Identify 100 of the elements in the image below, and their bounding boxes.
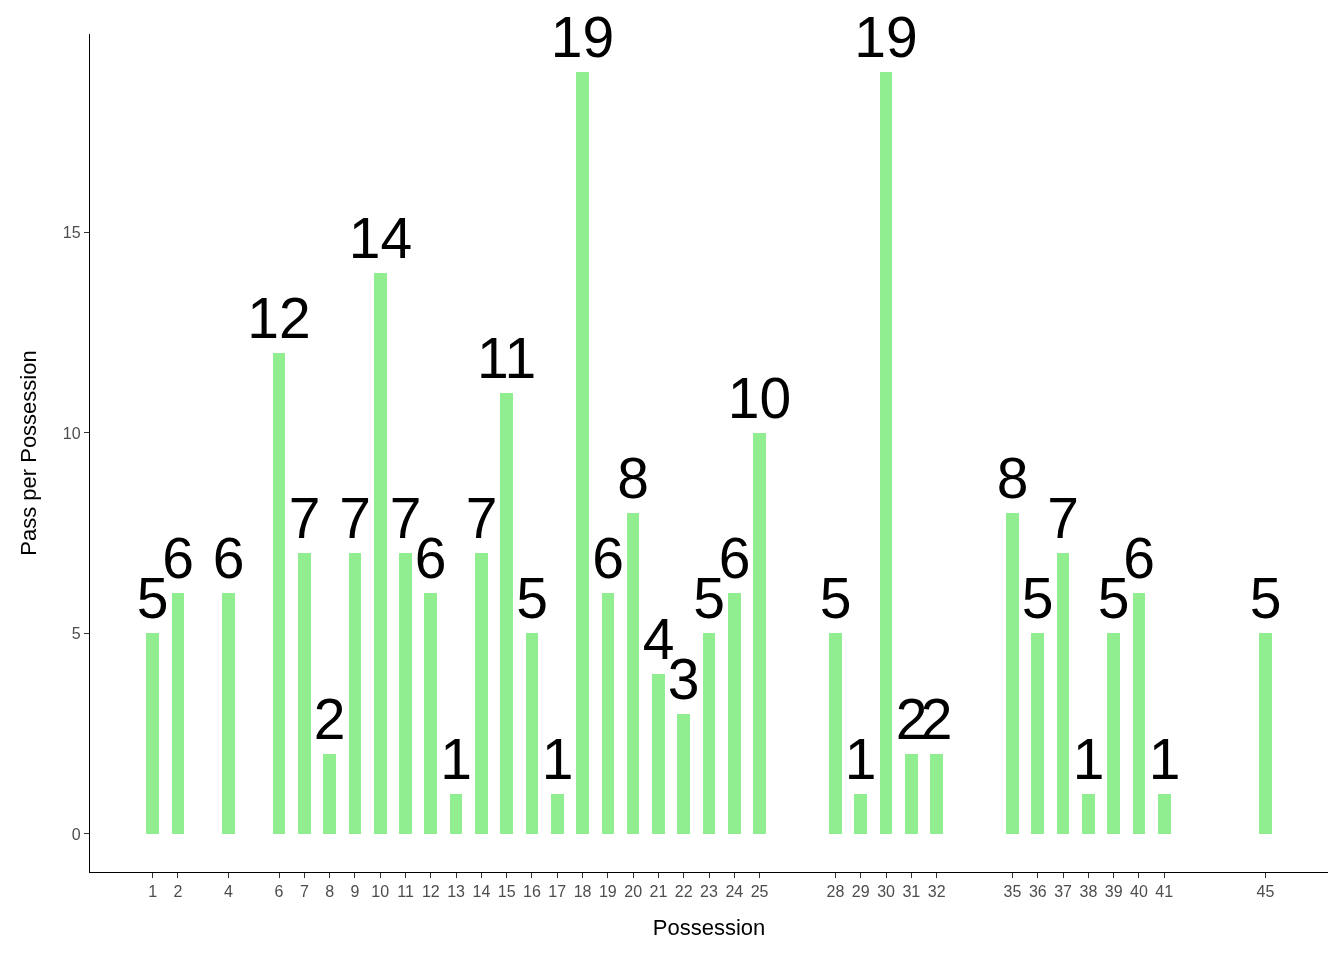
x-tick-label: 6 xyxy=(274,883,284,901)
data-label: 7 xyxy=(1047,486,1079,550)
x-tick-label: 19 xyxy=(598,883,617,901)
x-tick-label: 28 xyxy=(826,883,845,901)
bar xyxy=(1107,633,1120,834)
data-label: 19 xyxy=(854,5,918,69)
bar xyxy=(728,593,741,834)
x-tick-label: 20 xyxy=(624,883,643,901)
data-label: 1 xyxy=(1072,727,1105,791)
y-axis-title: Pass per Possession xyxy=(15,350,41,556)
x-tick-label: 11 xyxy=(397,883,414,901)
data-label: 14 xyxy=(348,206,413,270)
bar xyxy=(500,393,513,834)
x-tick-label: 12 xyxy=(421,883,440,901)
x-axis-title: Possession xyxy=(652,915,766,941)
x-tick-label: 36 xyxy=(1028,883,1047,901)
bar xyxy=(222,593,235,834)
x-tick-label: 45 xyxy=(1256,883,1275,901)
bar xyxy=(1082,794,1095,834)
data-label: 1 xyxy=(541,727,574,791)
bar xyxy=(349,553,361,834)
bar xyxy=(1031,633,1044,834)
x-tick-label: 29 xyxy=(851,883,870,901)
x-tick-label: 22 xyxy=(674,883,693,901)
x-tick-label: 7 xyxy=(299,883,309,901)
data-label: 6 xyxy=(212,526,245,590)
x-tick-label: 15 xyxy=(497,883,516,901)
data-label: 10 xyxy=(727,366,792,430)
data-label: 5 xyxy=(1249,566,1282,630)
data-label: 19 xyxy=(550,5,615,69)
x-tick-label: 2 xyxy=(173,883,183,901)
y-tick-label: 15 xyxy=(62,224,81,242)
data-label: 8 xyxy=(996,446,1029,510)
x-tick-label: 30 xyxy=(877,883,896,901)
x-tick-label: 8 xyxy=(325,883,335,901)
bar xyxy=(374,273,387,834)
x-tick-label: 23 xyxy=(700,883,718,901)
x-tick-label: 17 xyxy=(548,883,567,901)
x-tick-label: 18 xyxy=(573,883,592,901)
x-tick-label: 25 xyxy=(750,883,769,901)
bar xyxy=(1259,633,1272,834)
x-tick-label: 38 xyxy=(1079,883,1098,901)
bar xyxy=(399,553,412,834)
bar xyxy=(1057,553,1069,834)
x-tick-label: 9 xyxy=(350,883,360,901)
x-tick-label: 1 xyxy=(148,883,158,901)
x-tick-label: 24 xyxy=(725,883,744,901)
bar xyxy=(273,353,285,834)
x-tick-label: 31 xyxy=(902,883,921,901)
bar xyxy=(602,593,614,834)
data-label: 7 xyxy=(288,486,321,550)
y-tick-label: 0 xyxy=(71,825,81,843)
bar xyxy=(576,72,589,834)
x-tick-label: 14 xyxy=(472,883,491,901)
bar xyxy=(1006,513,1019,834)
bar xyxy=(450,794,462,834)
bar xyxy=(627,513,639,834)
data-label: 1 xyxy=(440,727,472,791)
bar xyxy=(930,754,943,834)
bar xyxy=(551,794,564,834)
x-tick-label: 21 xyxy=(649,883,668,901)
data-label: 6 xyxy=(592,526,624,590)
data-label: 1 xyxy=(1148,727,1181,791)
y-tick-label: 10 xyxy=(62,424,81,442)
bar xyxy=(172,593,184,834)
x-tick-label: 35 xyxy=(1003,883,1022,901)
data-label: 2 xyxy=(313,687,346,751)
x-tick-label: 16 xyxy=(523,883,541,901)
data-label: 7 xyxy=(339,486,371,550)
data-label: 1 xyxy=(844,727,877,791)
data-label: 7 xyxy=(465,486,498,550)
bar xyxy=(323,754,336,834)
bar xyxy=(1133,593,1145,834)
bar xyxy=(424,593,437,834)
bar xyxy=(475,553,488,834)
x-tick-label: 40 xyxy=(1130,883,1148,901)
data-label: 11 xyxy=(476,326,537,390)
bar xyxy=(526,633,538,834)
y-tick-label: 5 xyxy=(71,625,81,643)
data-label: 12 xyxy=(247,286,311,350)
x-tick-label: 10 xyxy=(371,883,390,901)
data-label: 8 xyxy=(617,446,649,510)
data-label: 5 xyxy=(516,566,548,630)
bar xyxy=(753,433,766,834)
bar xyxy=(1158,794,1171,834)
x-tick-label: 41 xyxy=(1155,883,1174,901)
bar xyxy=(905,754,918,834)
data-label: 5 xyxy=(1021,566,1054,630)
bar xyxy=(880,72,892,834)
bar xyxy=(146,633,159,834)
x-tick-label: 39 xyxy=(1104,883,1123,901)
x-tick-label: 37 xyxy=(1054,883,1073,901)
x-tick-label: 4 xyxy=(224,883,234,901)
bar xyxy=(854,794,867,834)
bar xyxy=(298,553,311,834)
bar xyxy=(652,674,665,834)
x-tick-label: 32 xyxy=(927,883,946,901)
bar xyxy=(677,714,690,834)
bar xyxy=(703,633,715,834)
x-tick-label: 13 xyxy=(447,883,466,901)
